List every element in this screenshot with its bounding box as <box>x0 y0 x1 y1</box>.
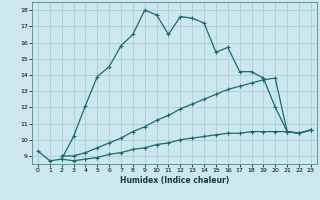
X-axis label: Humidex (Indice chaleur): Humidex (Indice chaleur) <box>120 176 229 185</box>
